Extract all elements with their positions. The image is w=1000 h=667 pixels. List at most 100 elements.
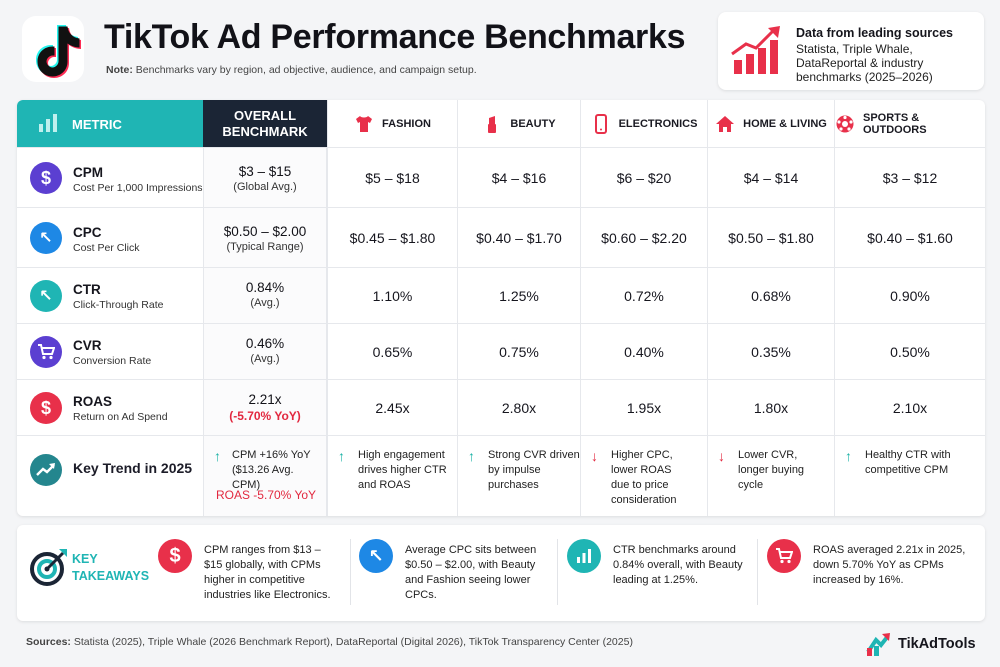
sources-text: Statista (2025), Triple Whale (2026 Benc… [70, 636, 633, 648]
table-cell: 1.95x [580, 380, 707, 435]
arrow-down-icon: ↓ [591, 448, 598, 464]
metric-name: CPM [73, 165, 103, 180]
table-cell: 1.80x [707, 380, 834, 435]
click-icon: ↖ [359, 539, 393, 573]
sources-label: Sources: [26, 636, 71, 648]
category-label: BEAUTY [510, 117, 556, 130]
footer-sources: Sources: Statista (2025), Triple Whale (… [26, 636, 633, 648]
dollar-icon: $ [30, 392, 62, 424]
takeaway-item: $ CPM ranges from $13 – $15 globally, wi… [158, 539, 348, 607]
brand-logo: TikAdTools [864, 630, 976, 658]
metric-description: Cost Per 1,000 Impressions [73, 182, 203, 194]
page-title: TikTok Ad Performance Benchmarks [104, 18, 686, 56]
trend-cell-fashion: ↑ High engagement drives higher CTR and … [327, 436, 457, 516]
cart-icon [767, 539, 801, 573]
table-row-cpc: ↖ CPC Cost Per Click $0.50 – $2.00 (Typic… [17, 207, 985, 267]
table-row-roas: $ ROAS Return on Ad Spend 2.21x (-5.70% Y… [17, 379, 985, 435]
note-text: Benchmarks vary by region, ad objective,… [132, 64, 477, 76]
table-cell: 0.50% [834, 324, 985, 379]
trend-cell-beauty: ↑ Strong CVR driven by impulse purchases [457, 436, 580, 516]
benchmark-table: METRIC OVERALL BENCHMARK FASHION BEAUTY … [17, 100, 985, 516]
overall-value: $0.50 – $2.00 (Typical Range) [203, 208, 327, 267]
bar-chart-icon [567, 539, 601, 573]
metric-header: METRIC [17, 100, 203, 147]
overall-value: $3 – $15 (Global Avg.) [203, 148, 327, 207]
phone-icon [594, 113, 607, 134]
table-cell: $0.45 – $1.80 [327, 208, 457, 267]
overall-value: 0.46% (Avg.) [203, 324, 327, 379]
metric-header-label: METRIC [72, 117, 122, 132]
table-cell: $0.40 – $1.60 [834, 208, 985, 267]
table-cell: 2.45x [327, 380, 457, 435]
tiktok-logo-icon [22, 16, 84, 82]
overall-value: 0.84% (Avg.) [203, 268, 327, 323]
table-cell: 2.10x [834, 380, 985, 435]
key-takeaways-label: KEY TAKEAWAYS [72, 552, 150, 583]
table-cell: 0.72% [580, 268, 707, 323]
click-icon: ↖ [30, 222, 62, 254]
table-cell: $0.40 – $1.70 [457, 208, 580, 267]
trend-cell-sports: ↑ Healthy CTR with competitive CPM [834, 436, 985, 516]
table-row-cpm: $ CPM Cost Per 1,000 Impressions $3 – $1… [17, 147, 985, 207]
metric-name: CPC [73, 225, 102, 240]
table-cell: $3 – $12 [834, 148, 985, 207]
arrow-up-icon: ↑ [468, 448, 475, 464]
takeaway-item: CTR benchmarks around 0.84% overall, wit… [567, 539, 767, 607]
table-row-ctr: ↖ CTR Click-Through Rate 0.84% (Avg.) 1.1… [17, 267, 985, 323]
table-cell: 1.10% [327, 268, 457, 323]
sources-box: Data from leading sources Statista, Trip… [718, 12, 984, 90]
note-label: Note: [106, 64, 133, 76]
overall-value: 2.21x (-5.70% YoY) [203, 380, 327, 435]
arrow-down-icon: ↓ [718, 448, 725, 464]
metric-name: CVR [73, 338, 102, 353]
target-icon [30, 549, 67, 586]
category-label: SPORTS & OUTDOORS [863, 111, 927, 136]
table-cell: 2.80x [457, 380, 580, 435]
arrow-up-icon: ↑ [845, 448, 852, 464]
category-label: FASHION [382, 117, 431, 130]
shirt-icon [356, 115, 373, 132]
arrow-up-icon: ↑ [338, 448, 345, 464]
divider [557, 539, 558, 605]
table-row-trend: Key Trend in 2025 ↑ CPM +16% YoY ($13.26… [17, 435, 985, 516]
trend-title: Key Trend in 2025 [73, 460, 193, 476]
category-label: HOME & LIVING [743, 117, 827, 130]
house-icon [716, 115, 735, 132]
metric-description: Return on Ad Spend [73, 411, 168, 423]
header-note: Note: Benchmarks vary by region, ad obje… [106, 64, 477, 76]
category-header-home: HOME & LIVING [707, 100, 834, 147]
category-header-beauty: BEAUTY [457, 100, 580, 147]
trend-overall-roas: ROAS -5.70% YoY [215, 488, 317, 502]
metric-description: Click-Through Rate [73, 299, 164, 311]
table-cell: $6 – $20 [580, 148, 707, 207]
sources-title: Data from leading sources [796, 26, 953, 40]
divider [757, 539, 758, 605]
table-cell: $4 – $14 [707, 148, 834, 207]
overall-header: OVERALL BENCHMARK [203, 100, 327, 147]
metric-name: CTR [73, 282, 101, 297]
trend-overall-text: CPM +16% YoY ($13.26 Avg. CPM) [232, 449, 311, 491]
table-cell: 1.25% [457, 268, 580, 323]
dollar-icon: $ [30, 162, 62, 194]
cursor-icon: ↖ [30, 280, 62, 312]
table-cell: 0.90% [834, 268, 985, 323]
lipstick-icon [488, 115, 497, 133]
cart-icon [30, 336, 62, 368]
table-cell: 0.68% [707, 268, 834, 323]
category-header-sports: SPORTS & OUTDOORS [834, 100, 985, 147]
table-cell: $0.50 – $1.80 [707, 208, 834, 267]
divider [350, 539, 351, 605]
trend-cell-home: ↓ Lower CVR, longer buying cycle [707, 436, 834, 516]
growth-chart-icon [731, 26, 780, 74]
trend-overall: ↑ CPM +16% YoY ($13.26 Avg. CPM) ROAS -5… [203, 436, 327, 516]
bar-chart-icon [39, 114, 57, 132]
table-row-cvr: CVR Conversion Rate 0.46% (Avg.) 0.65% 0.… [17, 323, 985, 379]
table-cell: $5 – $18 [327, 148, 457, 207]
table-cell: 0.35% [707, 324, 834, 379]
metric-name: ROAS [73, 394, 113, 409]
table-cell: 0.65% [327, 324, 457, 379]
ball-icon [836, 115, 854, 132]
category-header-fashion: FASHION [327, 100, 457, 147]
table-cell: $4 – $16 [457, 148, 580, 207]
